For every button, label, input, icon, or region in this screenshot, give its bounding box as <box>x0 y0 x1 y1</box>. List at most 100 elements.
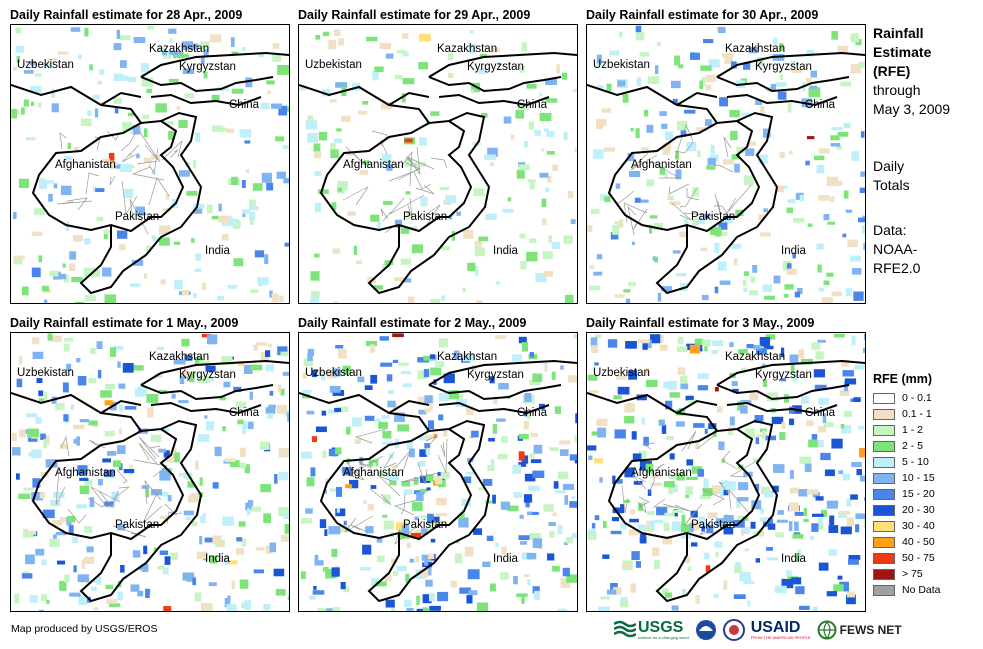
rain-cell <box>755 437 760 445</box>
rain-cell <box>242 421 248 430</box>
province-line <box>380 208 389 220</box>
rain-cell <box>78 54 82 60</box>
province-line <box>662 503 691 512</box>
rain-cell <box>430 538 436 543</box>
rain-cell <box>337 181 349 191</box>
legend-item: 20 - 30 <box>873 502 941 518</box>
rain-cell <box>282 371 289 376</box>
rain-cell <box>389 479 397 486</box>
rain-cell <box>76 504 87 509</box>
rain-cell <box>13 66 17 71</box>
rain-cell <box>160 515 168 520</box>
rain-cell <box>377 471 389 476</box>
rain-cell <box>668 474 678 479</box>
rain-cell <box>201 603 213 611</box>
rain-cell <box>95 188 105 192</box>
rain-cell <box>716 518 725 527</box>
legend-label: 0.1 - 1 <box>902 408 932 420</box>
rain-cell <box>639 52 650 57</box>
rain-cell <box>763 490 774 498</box>
rain-cell <box>773 275 781 284</box>
rain-cell <box>515 110 525 119</box>
rain-cell <box>848 559 859 565</box>
rain-cell <box>191 238 195 243</box>
rain-cell <box>562 567 570 577</box>
rain-cell <box>529 380 541 386</box>
map-canvas <box>299 26 577 303</box>
rain-cell <box>756 56 765 67</box>
rain-cell <box>762 284 772 292</box>
rain-cell <box>484 154 497 160</box>
rain-cell <box>697 373 709 380</box>
rain-cell <box>600 596 610 600</box>
rain-cell <box>269 290 273 298</box>
rain-cell <box>624 403 635 413</box>
rain-cell <box>346 426 351 435</box>
rain-cell <box>261 172 272 183</box>
rain-cell <box>336 128 342 132</box>
rain-cell <box>159 428 170 432</box>
rain-cell <box>25 137 36 141</box>
rain-cell <box>525 500 530 508</box>
rain-cell <box>546 131 555 137</box>
rain-cell <box>856 469 862 476</box>
rain-cell <box>159 225 171 235</box>
rain-cell <box>168 78 179 83</box>
rain-cell <box>159 237 170 246</box>
rain-cell <box>795 586 805 595</box>
rain-cell <box>265 407 276 414</box>
rain-cell <box>707 158 716 166</box>
rain-cell <box>29 595 38 603</box>
rain-cell <box>219 396 226 401</box>
rain-cell <box>63 343 70 352</box>
rain-cell <box>287 595 289 600</box>
rain-cell <box>549 531 555 538</box>
rain-cell <box>748 47 759 54</box>
rain-cell <box>53 491 65 499</box>
rain-cell <box>463 476 472 484</box>
rain-cell <box>51 89 55 98</box>
rain-cell <box>193 203 205 209</box>
rain-cell <box>672 98 678 105</box>
rain-cell <box>240 447 246 458</box>
rain-cell <box>518 164 530 171</box>
rain-cell <box>193 205 203 214</box>
rain-cell <box>280 351 289 357</box>
rain-cell <box>96 341 103 349</box>
rain-cell <box>84 526 93 533</box>
rain-cell <box>562 483 574 490</box>
rain-cell <box>783 293 789 298</box>
rain-cell <box>646 124 654 133</box>
province-line <box>66 197 88 211</box>
rain-cell <box>192 160 197 169</box>
rain-cell <box>529 533 541 540</box>
rain-cell <box>106 599 117 604</box>
rain-cell <box>457 394 464 399</box>
rain-cell <box>265 545 272 554</box>
rain-cell <box>64 338 74 342</box>
rain-cell <box>321 410 327 416</box>
rain-cell <box>151 235 156 240</box>
province-line <box>713 164 734 173</box>
country-border <box>150 93 262 107</box>
rain-cell <box>249 206 259 211</box>
rain-cell <box>846 594 856 605</box>
rain-cell <box>552 512 557 517</box>
rain-cell <box>392 571 398 577</box>
rain-cell <box>638 450 647 461</box>
rain-cell <box>200 41 210 50</box>
rain-cell <box>636 77 642 86</box>
rain-cell <box>301 518 312 524</box>
map-canvas <box>587 333 865 611</box>
rain-cell <box>402 383 412 388</box>
rain-cell <box>779 74 783 80</box>
rain-cell <box>411 244 424 254</box>
rain-cell <box>302 389 312 394</box>
rain-cell <box>545 98 558 103</box>
province-line <box>413 171 432 190</box>
rain-cell <box>214 446 222 457</box>
rain-cell <box>811 523 819 532</box>
rain-cell <box>791 577 802 585</box>
rain-cell <box>401 33 409 39</box>
rain-cell <box>493 397 498 405</box>
